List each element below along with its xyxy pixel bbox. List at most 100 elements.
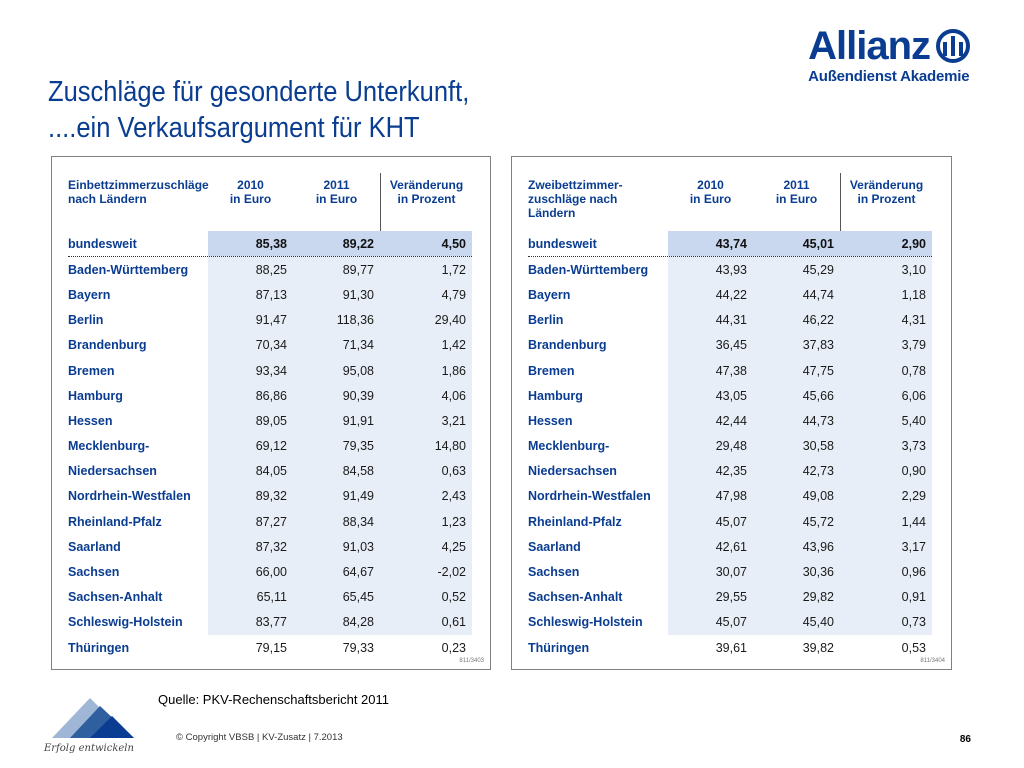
single-room-table: Einbettzimmerzuschläge nach Ländern 2010…	[68, 173, 472, 660]
value-change: 0,78	[901, 363, 926, 378]
region-name: Hessen	[528, 413, 573, 428]
header-region: Einbettzimmerzuschläge nach Ländern	[68, 178, 209, 206]
vbsb-logo-icon: Erfolg entwickeln	[43, 698, 134, 754]
value-2011: 71,34	[342, 338, 374, 353]
value-2011: 46,22	[802, 313, 834, 328]
value-2010: 30,07	[715, 565, 747, 580]
header-2010: 2010 in Euro	[229, 178, 272, 206]
region-name: Brandenburg	[528, 338, 607, 353]
table-row: Brandenburg 70,34 71,34 1,42	[68, 333, 472, 358]
value-change: 0,96	[901, 565, 926, 580]
value-2010: 42,44	[715, 413, 747, 428]
region-name: Bayern	[68, 287, 111, 302]
value-2010: 36,45	[715, 338, 747, 353]
brand-name: Allianz	[808, 24, 931, 68]
region-name: Sachsen	[528, 565, 580, 580]
value-2011: 84,58	[342, 464, 374, 479]
value-2010: 45,07	[715, 615, 747, 630]
value-change: 3,10	[901, 262, 926, 277]
value-2010: 47,38	[715, 363, 747, 378]
title-line-2: ....ein Verkaufsargument für KHT	[48, 112, 420, 144]
value-2011: 45,72	[802, 514, 834, 529]
value-2010: 39,61	[715, 640, 747, 655]
region-name: Schleswig-Holstein	[68, 615, 183, 630]
value-2011: 79,35	[342, 439, 374, 454]
source-note: Quelle: PKV-Rechenschaftsbericht 2011	[158, 692, 390, 707]
value-change: 0,91	[901, 590, 926, 605]
region-name: Saarland	[528, 539, 581, 554]
region-name: Thüringen	[528, 640, 590, 655]
value-change: 1,18	[901, 287, 926, 302]
value-2011: 45,66	[802, 388, 834, 403]
table-reference: 811/3403	[459, 658, 484, 664]
value-2010: 89,05	[255, 413, 287, 428]
value-2011: 64,67	[342, 565, 374, 580]
value-2011: 91,30	[342, 287, 374, 302]
value-2010: 87,27	[255, 514, 287, 529]
table-row: Niedersachsen 42,35 42,73 0,90	[528, 459, 932, 484]
region-name: Sachsen	[68, 565, 120, 580]
table-header: Zweibettzimmer- zuschläge nach Ländern 2…	[528, 173, 932, 231]
value-2010: 66,00	[255, 565, 287, 580]
page-number: 86	[959, 734, 971, 745]
header-2010: 2010 in Euro	[689, 178, 732, 206]
header-change: Veränderung in Prozent	[840, 173, 932, 231]
value-change: 4,31	[901, 313, 926, 328]
table-row: Berlin 91,47 118,36 29,40	[68, 308, 472, 333]
region-name: Hamburg	[68, 388, 123, 403]
header-change: Veränderung in Prozent	[380, 173, 472, 231]
value-2011: 39,82	[802, 640, 834, 655]
table-row: Nordrhein-Westfalen 47,98 49,08 2,29	[528, 484, 932, 509]
value-change: 0,52	[441, 590, 466, 605]
value-2010: 42,35	[715, 464, 747, 479]
region-name: Niedersachsen	[68, 464, 157, 479]
single-room-panel: Einbettzimmerzuschläge nach Ländern 2010…	[51, 156, 491, 670]
table-row-total: bundesweit 85,38 89,22 4,50	[68, 231, 472, 258]
title-line-1: Zuschläge für gesonderte Unterkunft,	[48, 76, 470, 108]
region-name: Mecklenburg-	[68, 439, 150, 454]
value-2010: 83,77	[255, 615, 287, 630]
value-2010: 91,47	[255, 313, 287, 328]
table-row: Mecklenburg- 29,48 30,58 3,73	[528, 434, 932, 459]
value-change: 2,43	[441, 489, 466, 504]
table-reference: 811/3404	[920, 658, 945, 664]
value-2010: 65,11	[256, 590, 287, 605]
value-2011: 91,03	[342, 539, 374, 554]
table-row: Mecklenburg- 69,12 79,35 14,80	[68, 434, 472, 459]
table-row: Hamburg 86,86 90,39 4,06	[68, 383, 472, 408]
value-2010: 47,98	[715, 489, 747, 504]
value-2011: 91,91	[342, 413, 374, 428]
table-row: Brandenburg 36,45 37,83 3,79	[528, 333, 932, 358]
region-name: Hessen	[68, 413, 113, 428]
table-row: Bayern 87,13 91,30 4,79	[68, 282, 472, 307]
table-row-total: bundesweit 43,74 45,01 2,90	[528, 231, 932, 258]
value-2011: 84,28	[342, 615, 374, 630]
value-2011: 37,83	[802, 338, 834, 353]
value-change: 1,86	[441, 363, 466, 378]
table-row: Rheinland-Pfalz 45,07 45,72 1,44	[528, 509, 932, 534]
value-change: 1,23	[441, 514, 466, 529]
table-row: Niedersachsen 84,05 84,58 0,63	[68, 459, 472, 484]
table-header: Einbettzimmerzuschläge nach Ländern 2010…	[68, 173, 472, 231]
brand-subtitle: Außendienst Akademie	[808, 68, 970, 85]
value-2011: 30,36	[802, 565, 834, 580]
region-name: Rheinland-Pfalz	[68, 514, 162, 529]
table-row: Nordrhein-Westfalen 89,32 91,49 2,43	[68, 484, 472, 509]
table-row: Hessen 42,44 44,73 5,40	[528, 408, 932, 433]
value-2011: 90,39	[342, 388, 374, 403]
region-name: Thüringen	[68, 640, 130, 655]
value-change: 14,80	[434, 439, 466, 454]
header-2011: 2011 in Euro	[315, 178, 358, 206]
value-change: 3,73	[901, 439, 926, 454]
value-change: 1,44	[901, 514, 926, 529]
value-2011: 47,75	[802, 363, 834, 378]
table-row: Berlin 44,31 46,22 4,31	[528, 308, 932, 333]
region-name: Bayern	[528, 287, 571, 302]
table-row: Sachsen 30,07 30,36 0,96	[528, 559, 932, 584]
region-name: Hamburg	[528, 388, 583, 403]
table-row: Sachsen-Anhalt 29,55 29,82 0,91	[528, 585, 932, 610]
region-name: Mecklenburg-	[528, 439, 610, 454]
value-change: 3,79	[901, 338, 926, 353]
region-name: Sachsen-Anhalt	[68, 590, 163, 605]
value-2011: 91,49	[342, 489, 374, 504]
